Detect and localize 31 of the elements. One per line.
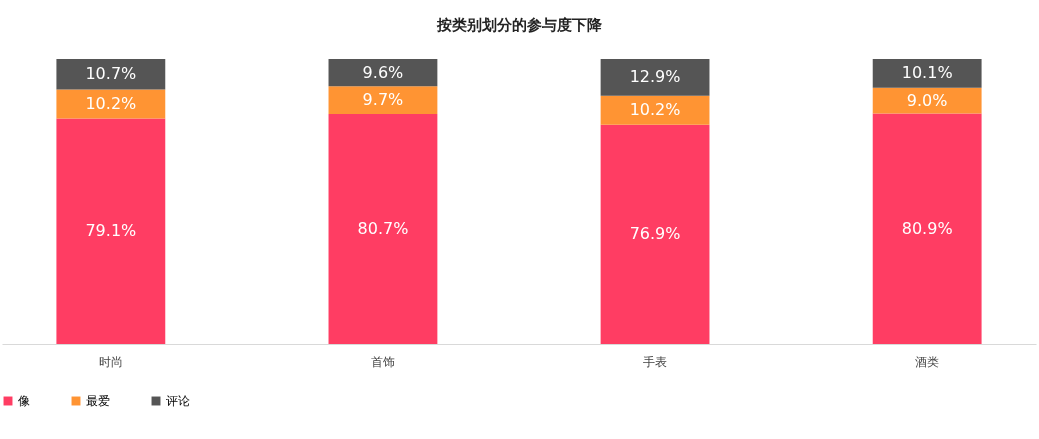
data-label: 76.9% xyxy=(629,224,681,244)
data-label: 80.9% xyxy=(901,218,953,238)
bar xyxy=(328,59,438,87)
bar xyxy=(872,59,982,88)
bar xyxy=(56,118,166,344)
data-label: 10.1% xyxy=(901,63,953,83)
data-label: 79.1% xyxy=(85,221,137,241)
data-label: 10.2% xyxy=(629,100,681,120)
legend-label: 最爱 xyxy=(86,394,110,408)
x-tick-label: 首饰 xyxy=(370,354,395,369)
legend-label: 评论 xyxy=(166,394,190,408)
bar xyxy=(328,114,438,344)
data-label: 9.0% xyxy=(906,90,948,110)
x-tick-label: 手表 xyxy=(643,354,668,369)
bar xyxy=(56,89,166,119)
chart-title: 按类别划分的参与度下降 xyxy=(435,16,603,34)
bar xyxy=(56,59,166,90)
bar xyxy=(328,86,438,115)
data-label: 10.2% xyxy=(85,94,137,114)
data-label: 9.7% xyxy=(362,90,404,110)
x-tick-label: 时尚 xyxy=(98,354,123,369)
data-label: 9.6% xyxy=(362,62,404,82)
data-label: 80.7% xyxy=(357,219,409,238)
x-tick-label: 酒类 xyxy=(915,354,940,369)
data-label: 12.9% xyxy=(629,67,681,87)
bar xyxy=(600,124,710,344)
legend-label: 像 xyxy=(18,394,30,408)
bar xyxy=(600,59,710,96)
data-label: 10.7% xyxy=(85,64,137,84)
bar xyxy=(872,113,982,344)
bar xyxy=(600,95,710,125)
